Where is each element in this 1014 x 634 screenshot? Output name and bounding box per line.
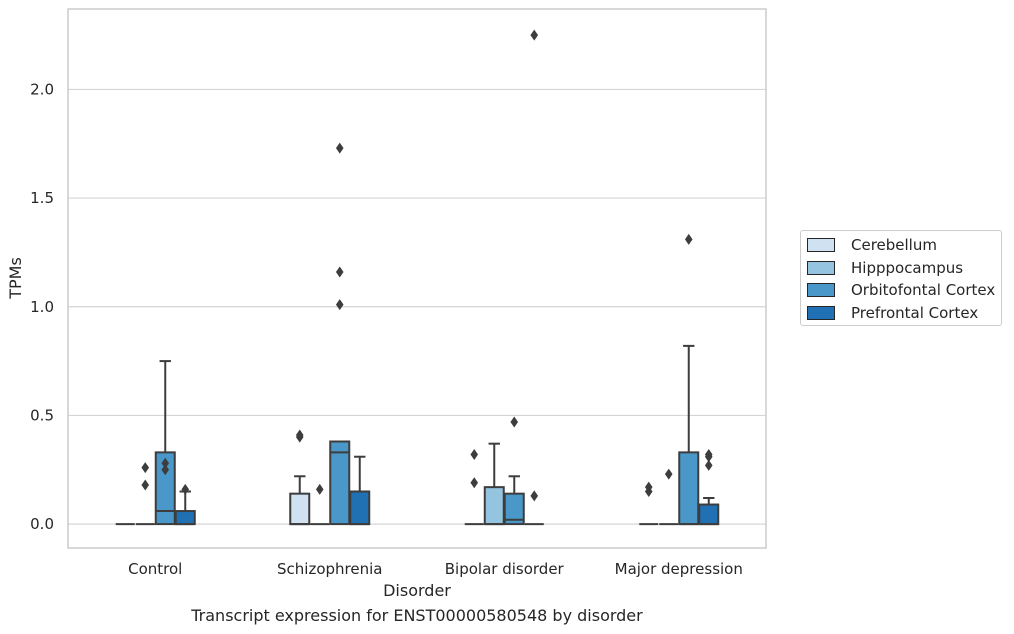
outlier-point — [530, 29, 539, 41]
box-body — [174, 510, 196, 526]
legend-swatch — [807, 283, 835, 297]
box-body — [698, 503, 720, 526]
outlier-point — [141, 479, 150, 491]
box-body — [154, 451, 176, 526]
y-tick-label: 1.5 — [30, 189, 54, 207]
x-axis-label: Disorder — [383, 581, 451, 600]
legend-item-hippocampus: Hipppocampus — [807, 258, 963, 278]
chart-caption: Transcript expression for ENST0000058054… — [191, 606, 643, 625]
outlier-point — [644, 481, 653, 493]
box-orbitofontal-cortex — [678, 233, 700, 526]
box-body — [329, 440, 351, 526]
boxes — [115, 29, 720, 526]
legend: Cerebellum Hipppocampus Orbitofontal Cor… — [800, 230, 1002, 326]
box-body — [678, 451, 700, 526]
box-cerebellum — [639, 481, 659, 526]
outlier-point — [161, 457, 170, 469]
outlier-point — [664, 468, 673, 480]
box-orbitofontal-cortex — [329, 142, 351, 526]
box-cerebellum — [289, 429, 311, 526]
legend-label: Hipppocampus — [851, 259, 964, 277]
legend-item-cerebellum: Cerebellum — [807, 235, 937, 255]
legend-label: Orbitofontal Cortex — [851, 281, 996, 299]
axis-ticks: 0.0 0.5 1.0 1.5 2.0 Control Schizophrenia Bipol… — [30, 80, 743, 578]
outlier-point — [295, 429, 304, 441]
plot-area — [67, 8, 767, 549]
legend-item-prefrontal-cortex: Prefrontal Cortex — [807, 303, 978, 323]
outlier-point — [335, 142, 344, 154]
outlier-point — [470, 477, 479, 489]
y-tick-label: 1.0 — [30, 298, 54, 316]
outlier-point — [704, 449, 713, 461]
outlier-point — [510, 416, 519, 428]
box-prefrontal-cortex — [524, 29, 544, 526]
outlier-point — [470, 449, 479, 461]
outlier-point — [684, 233, 693, 245]
outlier-point — [335, 299, 344, 311]
legend-swatch — [807, 306, 835, 320]
legend-swatch — [807, 238, 835, 252]
box-prefrontal-cortex — [349, 455, 371, 526]
y-tick-label: 2.0 — [30, 80, 54, 98]
box-body — [349, 490, 371, 526]
y-tick-label: 0.5 — [30, 406, 54, 424]
box-orbitofontal-cortex — [154, 360, 176, 526]
x-tick-label: Control — [128, 560, 182, 578]
legend-label: Prefrontal Cortex — [851, 304, 979, 322]
box-orbitofontal-cortex — [503, 416, 525, 526]
x-tick-label: Bipolar disorder — [445, 560, 565, 578]
outlier-point — [530, 490, 539, 502]
legend-item-orbitofrontal-cortex: Orbitofontal Cortex — [807, 280, 995, 300]
y-axis-label: TPMs — [6, 257, 25, 300]
y-tick-label: 0.0 — [30, 515, 54, 533]
box-hipppocampus — [483, 442, 505, 526]
box-cerebellum — [464, 449, 484, 526]
outlier-point — [315, 483, 324, 495]
x-tick-label: Major depression — [615, 560, 743, 578]
box-body — [503, 492, 525, 526]
outlier-point — [181, 483, 190, 495]
box-body — [483, 486, 505, 526]
box-hipppocampus — [659, 468, 679, 526]
outlier-point — [141, 462, 150, 474]
outlier-point — [335, 266, 344, 278]
box-hipppocampus — [310, 483, 330, 526]
box-prefrontal-cortex — [698, 449, 720, 526]
x-tick-label: Schizophrenia — [277, 560, 382, 578]
legend-label: Cerebellum — [851, 236, 937, 254]
box-prefrontal-cortex — [174, 483, 196, 526]
box-hipppocampus — [135, 462, 155, 526]
legend-swatch — [807, 261, 835, 275]
outlier-point — [704, 459, 713, 471]
box-body — [289, 492, 311, 526]
outlier-point — [161, 464, 170, 476]
